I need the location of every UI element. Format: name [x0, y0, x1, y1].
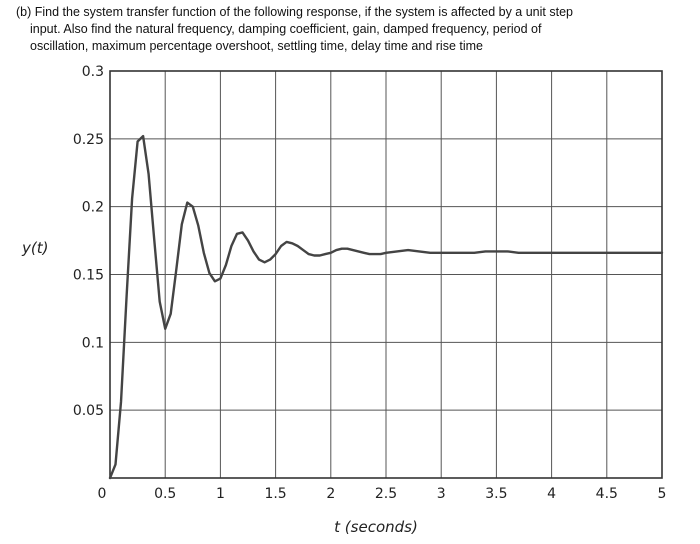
y-axis-ticks: 0.3 0.25 0.2 0.15 0.1 0.05: [73, 64, 104, 419]
x-tick-label: 0.5: [154, 486, 176, 502]
chart-grid: [109, 70, 663, 479]
x-tick-label: 5: [658, 486, 667, 502]
x-tick-label: 4: [547, 486, 556, 502]
x-tick-label: 3.5: [485, 486, 507, 502]
x-tick-label: 0: [98, 486, 107, 502]
x-tick-label: 2: [326, 486, 335, 502]
x-tick-label: 2.5: [375, 486, 397, 502]
y-tick-label: 0.2: [82, 200, 104, 216]
y-tick-label: 0.25: [73, 132, 104, 148]
y-axis-label: y(t): [21, 239, 48, 257]
question-line-3: oscillation, maximum percentage overshoo…: [30, 39, 483, 53]
question-line-1: (b) Find the system transfer function of…: [16, 5, 573, 19]
x-tick-label: 3: [437, 486, 446, 502]
question-text: (b) Find the system transfer function of…: [16, 4, 686, 55]
y-tick-label: 0.1: [82, 335, 104, 351]
x-tick-label: 1.5: [264, 486, 286, 502]
plot-frame: [109, 70, 663, 479]
y-tick-label: 0.05: [73, 403, 104, 419]
x-tick-label: 4.5: [596, 486, 618, 502]
x-tick-label: 1: [216, 486, 225, 502]
x-axis-ticks: 0 0.5 1 1.5 2 2.5 3 3.5 4 4.5 5: [98, 486, 667, 502]
response-curve: [108, 134, 664, 480]
y-tick-label: 0.3: [82, 64, 104, 80]
x-axis-label: t (seconds): [334, 518, 418, 536]
y-tick-label: 0.15: [73, 268, 104, 284]
question-line-2: input. Also find the natural frequency, …: [30, 22, 542, 36]
